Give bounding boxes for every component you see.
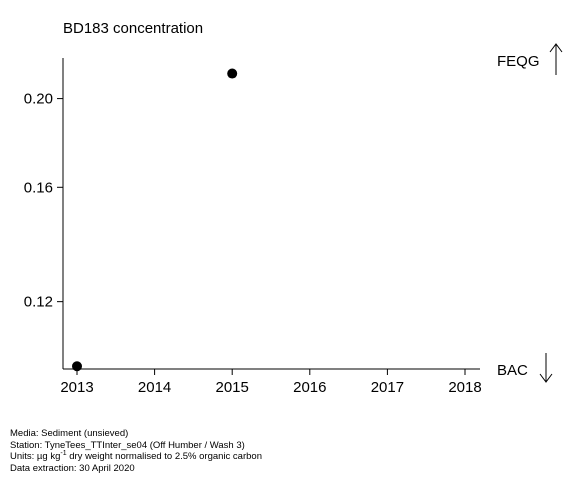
y-tick-label: 0.20 (24, 91, 53, 108)
ref-label-bac: BAC (497, 362, 528, 379)
data-point (72, 361, 82, 372)
x-axis-ticks: 2013 2014 2015 2016 2017 2018 (60, 369, 482, 396)
footer-units-post: dry weight normalised to 2.5% organic ca… (66, 451, 262, 462)
x-tick-label: 2016 (293, 379, 326, 396)
y-tick-label: 0.12 (24, 294, 53, 311)
ref-label-feqg: FEQG (497, 53, 540, 70)
up-arrow-icon (549, 43, 563, 75)
data-point (227, 68, 238, 79)
y-axis-ticks: 0.12 0.16 0.20 (24, 91, 63, 311)
footer-units-sup: -1 (60, 450, 67, 457)
x-tick-label: 2017 (371, 379, 404, 396)
data-points (72, 68, 238, 372)
x-tick-label: 2013 (60, 379, 93, 396)
down-arrow-icon (539, 353, 553, 383)
chart-title: BD183 concentration (63, 20, 203, 37)
footer-station: Station: TyneTees_TTInter_se04 (Off Humb… (10, 439, 245, 451)
y-tick-label: 0.16 (24, 179, 53, 196)
x-tick-label: 2014 (138, 379, 171, 396)
footer-extraction: Data extraction: 30 April 2020 (10, 462, 135, 474)
x-tick-label: 2018 (448, 379, 481, 396)
footer-units-pre: Units: µg kg (10, 451, 61, 462)
footer-media: Media: Sediment (unsieved) (10, 428, 129, 439)
footer-units: Units: µg kg-1 dry weight normalised to … (10, 450, 262, 463)
x-tick-label: 2015 (216, 379, 249, 396)
footer-notes: Media: Sediment (unsieved) Station: Tyne… (10, 428, 262, 474)
